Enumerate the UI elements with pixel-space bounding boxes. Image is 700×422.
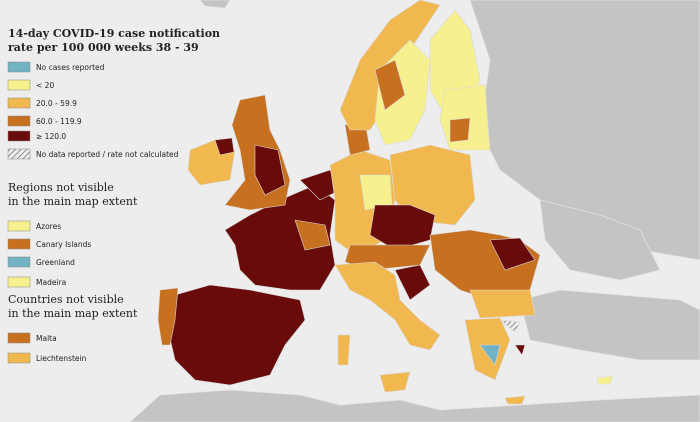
- legend-label: No data reported / rate not calculated: [36, 150, 179, 159]
- legend-label: Malta: [36, 334, 57, 343]
- legend-swatch: [7, 276, 31, 288]
- legend-label: Greenland: [36, 258, 75, 267]
- title-line: 14-day COVID-19 case notification: [8, 27, 220, 40]
- section-heading: Regions not visible: [8, 181, 114, 194]
- legend-swatch: [7, 115, 31, 127]
- title-line: rate per 100 000 weeks 38 - 39: [8, 41, 199, 54]
- countries: [157, 0, 613, 405]
- legend-label: Canary Islands: [36, 240, 91, 249]
- legend-swatch: [7, 220, 31, 232]
- legend-label: Madeira: [36, 278, 66, 287]
- legend-label: 60.0 - 119.9: [36, 117, 82, 126]
- legend-swatch: [7, 256, 31, 268]
- legend-swatch: [7, 352, 31, 364]
- legend-label: Azores: [36, 222, 61, 231]
- legend-swatch: [7, 79, 31, 91]
- non-eu-land: [129, 0, 700, 422]
- legend-swatch: [7, 61, 31, 73]
- legend-label: ≥ 120.0: [36, 132, 66, 141]
- section-heading: Countries not visible: [8, 293, 124, 306]
- legend-swatch: [7, 238, 31, 250]
- legend-label: Liechtenstein: [36, 354, 87, 363]
- legend-swatch: [7, 97, 31, 109]
- legend-label: < 20: [36, 81, 54, 90]
- section-heading: in the main map extent: [8, 307, 138, 320]
- legend-swatch: [7, 148, 31, 160]
- legend: 14-day COVID-19 case notification rate p…: [7, 27, 220, 364]
- legend-label: 20.0 - 59.9: [36, 99, 77, 108]
- section-heading: in the main map extent: [8, 195, 138, 208]
- legend-swatch: [7, 130, 31, 142]
- legend-swatch: [7, 332, 31, 344]
- legend-label: No cases reported: [36, 63, 105, 72]
